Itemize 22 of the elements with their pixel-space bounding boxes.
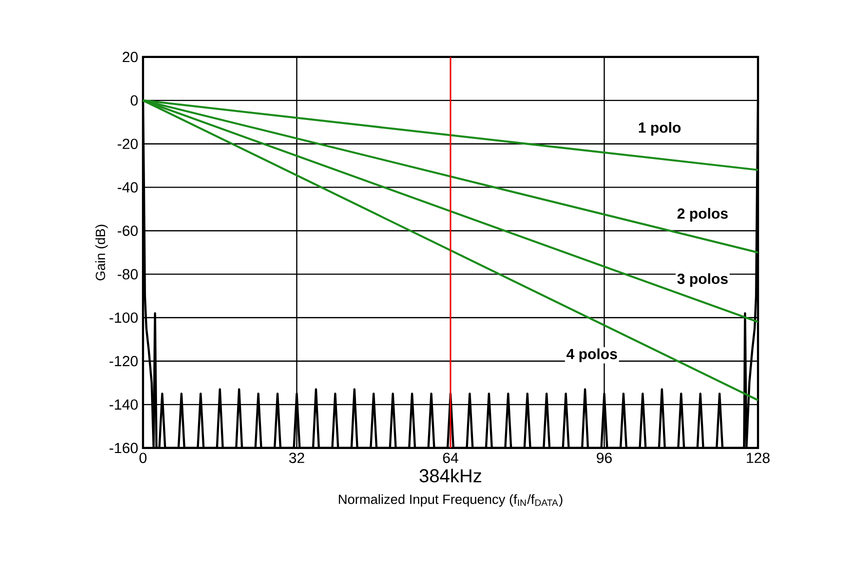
y-tick-label: 0 [130, 95, 138, 106]
x-tick-label: 128 [746, 452, 770, 464]
y-tick-label: -20 [118, 138, 138, 150]
y-axis-title: Gain (dB) [95, 224, 108, 280]
series-label: 1 polo [638, 122, 681, 136]
y-tick-label: -60 [118, 226, 138, 236]
y-tick-label: 20 [122, 52, 138, 62]
y-tick-label: -80 [118, 269, 138, 280]
x-axis-title: Normalized Input Frequency (f$_{IN}$/f$_{DATA}$) [338, 494, 562, 507]
y-tick-label: -40 [118, 182, 138, 193]
x-tick-label: 64 [443, 452, 458, 464]
series-label: 4 polos [566, 348, 618, 362]
x-tick-label: 96 [596, 452, 612, 464]
series-label: 2 polos [677, 208, 728, 222]
x-tick-label: 32 [289, 452, 304, 464]
y-tick-label: -140 [110, 399, 138, 410]
y-tick-label: -100 [110, 312, 138, 323]
y-tick-label: -120 [110, 356, 138, 366]
y-tick-label: -160 [110, 442, 138, 454]
ref-line-label: 384kHz [420, 468, 482, 482]
series-label: 3 polos [677, 273, 728, 287]
x-tick-label: 0 [139, 452, 146, 464]
